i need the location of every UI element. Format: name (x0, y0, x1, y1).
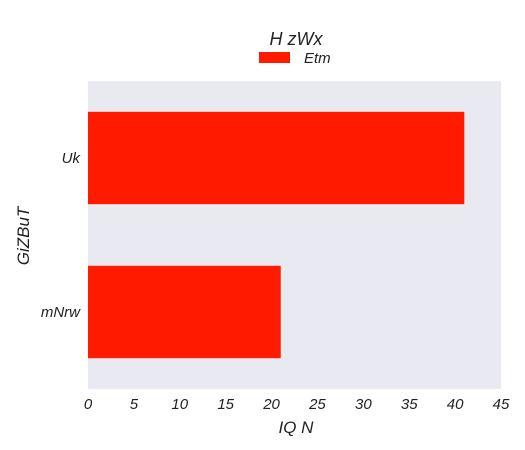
x-tick-label: 5 (130, 396, 139, 413)
y-tick-label: mNrw (41, 304, 81, 321)
y-tick-label: Uk (62, 150, 82, 167)
y-axis-label: GiZBuT (14, 205, 33, 265)
legend-swatch (259, 52, 290, 63)
x-tick-label: 10 (171, 396, 188, 413)
x-tick-label: 20 (262, 396, 280, 413)
x-tick-label: 25 (308, 396, 326, 413)
chart-title: H zWx (270, 29, 324, 49)
x-tick-label: 30 (355, 396, 372, 413)
x-tick-label: 0 (84, 396, 93, 413)
bar-mNrw (88, 265, 281, 359)
x-tick-label: 40 (447, 396, 464, 413)
bar-Uk (88, 111, 465, 205)
y-tick-labels: Uk mNrw (41, 150, 82, 321)
x-tick-label: 15 (217, 396, 234, 413)
x-tick-label: 35 (401, 396, 418, 413)
x-tick-label: 45 (493, 396, 510, 413)
legend-label: Etm (304, 50, 331, 67)
x-tick-labels: 0 5 10 15 20 25 30 35 40 45 (84, 396, 510, 413)
x-axis-label: IQ N (279, 418, 315, 437)
bars (88, 111, 465, 359)
legend: Etm (259, 50, 331, 67)
